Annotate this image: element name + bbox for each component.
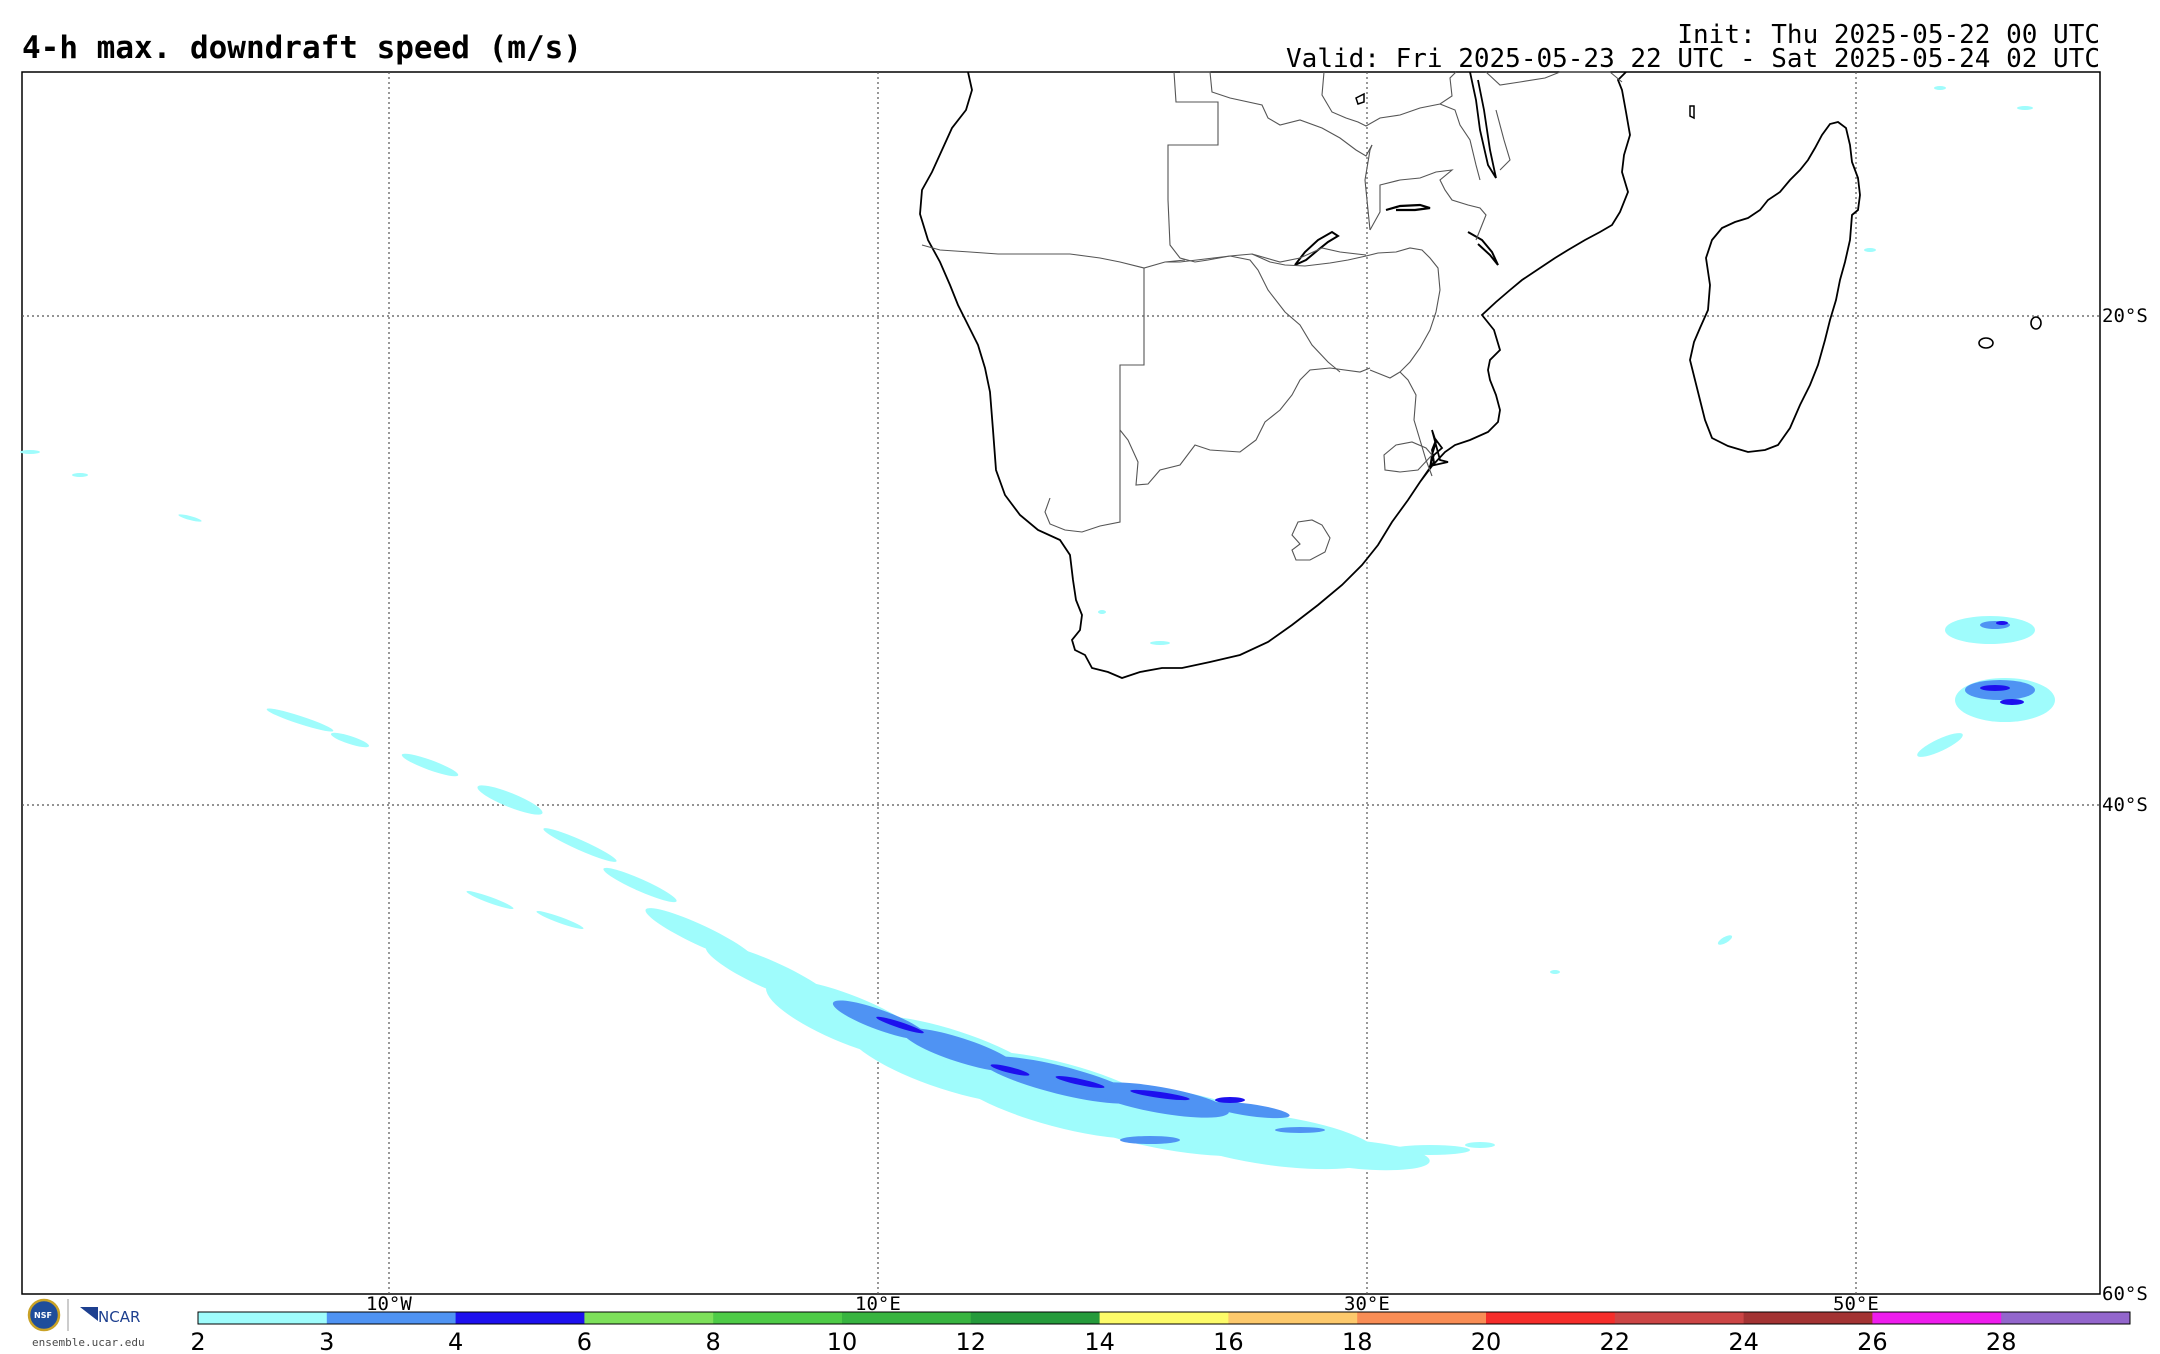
comoros-island bbox=[1689, 105, 1695, 120]
scattered-light-values bbox=[20, 86, 2033, 974]
lake-kafue bbox=[1467, 231, 1499, 266]
colorbar-tick-label: 10 bbox=[827, 1328, 858, 1354]
colorbar-swatch bbox=[1743, 1312, 1873, 1324]
valid-time: Valid: Fri 2025-05-23 22 UTC - Sat 2025-… bbox=[1286, 44, 2100, 74]
colorbar-tick-label: 16 bbox=[1213, 1328, 1244, 1354]
lon-label-30e: 30°E bbox=[1344, 1293, 1390, 1315]
reunion-island bbox=[1978, 337, 1994, 349]
colorbar-swatch bbox=[584, 1312, 714, 1324]
lake-outline bbox=[1355, 92, 1365, 105]
colorbar-tick-label: 14 bbox=[1084, 1328, 1115, 1354]
lake-kariba bbox=[1294, 230, 1340, 266]
lat-label-20s: 20°S bbox=[2102, 305, 2148, 327]
madagascar-coastline bbox=[1689, 121, 1861, 453]
ensemble-url: ensemble.ucar.edu bbox=[32, 1336, 145, 1349]
colorbar-swatch bbox=[2001, 1312, 2131, 1324]
colorbar-swatch bbox=[326, 1312, 457, 1324]
colorbar-tick-label: 12 bbox=[956, 1328, 987, 1354]
plot-frame bbox=[21, 71, 2101, 1295]
colorbar-tick-label: 6 bbox=[577, 1328, 592, 1354]
ncar-logo-text: NCAR bbox=[98, 1308, 141, 1326]
lake-malawi bbox=[1469, 71, 1497, 179]
init-time: Init: Thu 2025-05-22 00 UTC bbox=[1677, 20, 2100, 50]
south-atlantic-downdraft-band bbox=[266, 708, 1495, 1171]
colorbar-swatch bbox=[455, 1312, 585, 1324]
lat-label-60s: 60°S bbox=[2102, 1283, 2148, 1305]
colorbar-swatch bbox=[198, 1312, 328, 1324]
colorbar-labels: 2 3 4 6 8 10 12 14 16 18 20 22 24 26 28 bbox=[190, 1328, 2016, 1354]
nsf-logo-text: NSF bbox=[34, 1311, 52, 1320]
colorbar-swatch bbox=[842, 1312, 972, 1324]
lat-label-40s: 40°S bbox=[2102, 794, 2148, 816]
colorbar-tick-label: 20 bbox=[1471, 1328, 1502, 1354]
colorbar-swatch bbox=[1099, 1312, 1229, 1324]
colorbar-tick-label: 22 bbox=[1600, 1328, 1631, 1354]
colorbar-tick-label: 24 bbox=[1728, 1328, 1759, 1354]
east-of-madagascar-cluster bbox=[1917, 616, 2055, 757]
lon-label-10w: 10°W bbox=[366, 1293, 412, 1315]
colorbar-frame bbox=[197, 1311, 2131, 1325]
lake-cahora bbox=[1385, 203, 1431, 212]
gridlines bbox=[22, 72, 2100, 1294]
colorbar-swatch bbox=[1614, 1312, 1745, 1324]
colorbar-swatch bbox=[1357, 1312, 1487, 1324]
lon-label-10e: 10°E bbox=[855, 1293, 901, 1315]
africa-coastline bbox=[919, 71, 1631, 679]
colorbar-tick-label: 8 bbox=[706, 1328, 721, 1354]
colorbar-swatch bbox=[713, 1312, 843, 1324]
map-title: 4-h max. downdraft speed (m/s) bbox=[22, 30, 582, 66]
logo-block: NSF bbox=[27, 1298, 98, 1332]
colorbar-swatches bbox=[198, 1312, 2131, 1324]
colorbar-swatch bbox=[1228, 1312, 1358, 1324]
country-borders bbox=[921, 71, 1623, 561]
colorbar-swatch bbox=[1872, 1312, 2002, 1324]
colorbar: 2 3 4 6 8 10 12 14 16 18 20 22 24 26 28 bbox=[190, 1311, 2131, 1354]
colorbar-tick-label: 3 bbox=[319, 1328, 334, 1354]
nsf-logo-icon bbox=[27, 1298, 61, 1332]
colorbar-tick-label: 4 bbox=[448, 1328, 463, 1354]
colorbar-tick-label: 18 bbox=[1342, 1328, 1373, 1354]
lon-label-50e: 50°E bbox=[1833, 1293, 1879, 1315]
colorbar-swatch bbox=[1486, 1312, 1616, 1324]
mauritius-island bbox=[2030, 316, 2042, 330]
colorbar-swatch bbox=[970, 1312, 1101, 1324]
colorbar-tick-label: 28 bbox=[1986, 1328, 2017, 1354]
colorbar-tick-label: 26 bbox=[1857, 1328, 1888, 1354]
colorbar-tick-label: 2 bbox=[190, 1328, 205, 1354]
ncar-logo-icon bbox=[80, 1307, 98, 1321]
